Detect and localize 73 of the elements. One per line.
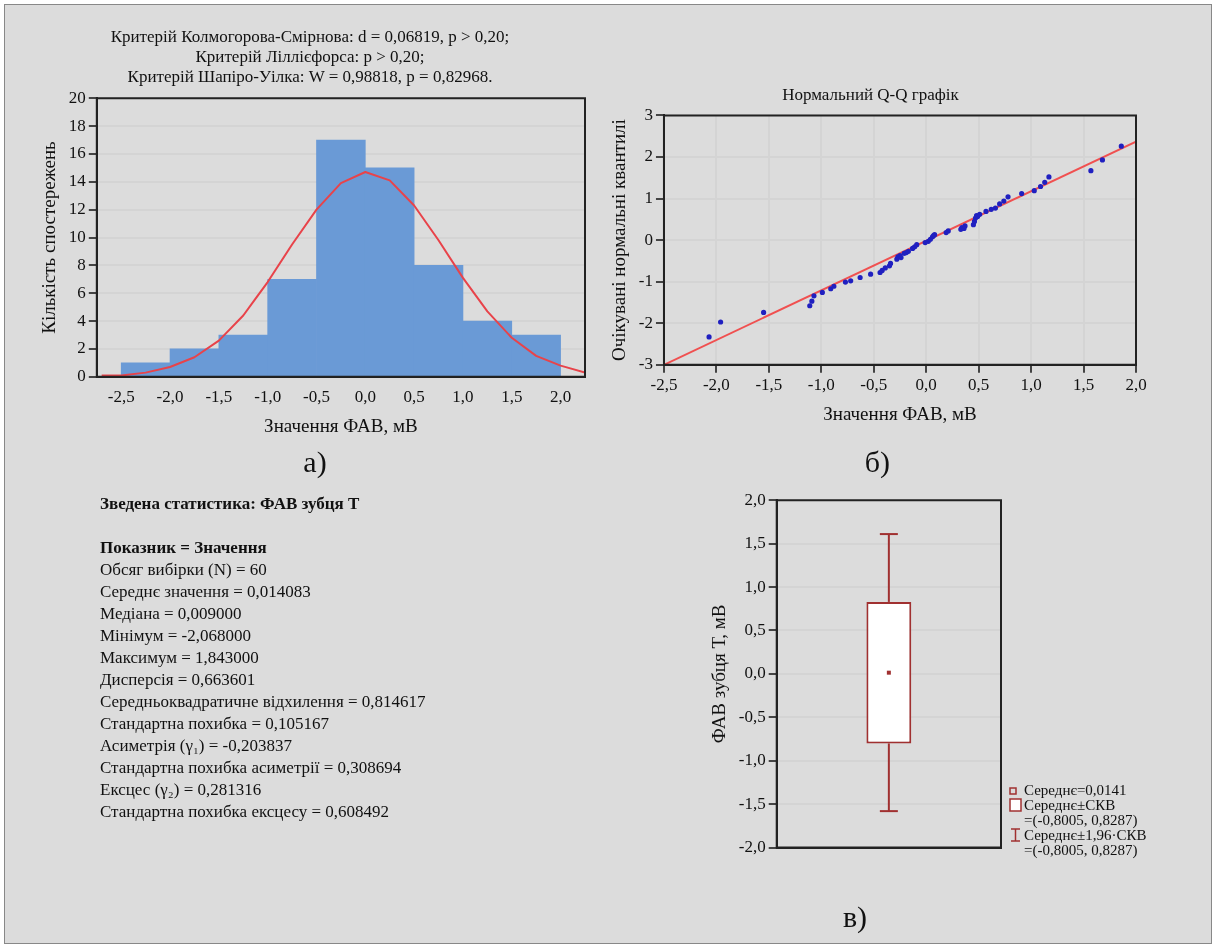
y-tick-label: 12: [68, 199, 86, 219]
y-tick-label: 18: [68, 115, 86, 135]
y-tick-label: 2,0: [744, 489, 766, 509]
x-tick-label: 2,0: [1125, 375, 1147, 395]
text: б): [863, 445, 892, 479]
y-tick-label: 16: [68, 143, 86, 163]
x-tick-label: -0,5: [860, 375, 888, 395]
y-tick-label: 10: [68, 226, 86, 246]
text: Максимум = 1,843000: [100, 647, 260, 669]
x-tick-label: -0,5: [303, 387, 330, 407]
x-tick-label: -1,0: [254, 387, 282, 407]
text: Обсяг вибірки (N) = 60: [100, 559, 268, 581]
x-axis-title: Значення ФАВ, мВ: [823, 402, 977, 424]
x-axis-title: Значення ФАВ, мВ: [264, 414, 418, 436]
y-tick-label: 2: [644, 146, 653, 166]
text: Стандартна похибка асиметрії = 0,308694: [100, 757, 403, 779]
y-tick-label: -3: [638, 354, 653, 374]
text: Дисперсія = 0,663601: [100, 669, 257, 691]
y-tick-label: 0: [644, 229, 653, 249]
y-tick-label: 8: [77, 254, 86, 274]
x-tick-label: 1,0: [1020, 375, 1042, 395]
text: Середнє±СКВ =(-0,8005, 0,8287): [1024, 797, 1138, 828]
x-tick-label: 0,5: [403, 387, 425, 407]
x-tick-label: 0,5: [968, 375, 990, 395]
y-axis-title: ФАВ зубця Т, мВ: [708, 604, 730, 744]
y-axis-title: Очікувані нормальні квантилі: [608, 119, 630, 362]
y-tick-label: 3: [644, 104, 653, 124]
text: Мінімум = -2,068000: [100, 625, 252, 647]
text: Ексцес (γ₂) = 0,281316: [100, 779, 263, 801]
text: Показник = Значення: [100, 537, 268, 559]
y-tick-label: 20: [68, 87, 86, 107]
y-tick-label: 6: [77, 282, 86, 302]
text: Середнє значення = 0,014083: [100, 581, 312, 603]
y-tick-label: -2: [638, 312, 653, 332]
y-axis-title: Кількість спостережень: [38, 140, 60, 334]
y-tick-label: -1: [638, 271, 653, 291]
y-tick-label: 1,5: [744, 533, 766, 553]
x-tick-label: -2,5: [650, 375, 678, 395]
x-tick-label: -2,0: [156, 387, 184, 407]
y-tick-label: 1: [644, 188, 653, 207]
y-tick-label: 4: [77, 310, 87, 330]
text: Медіана = 0,009000: [100, 603, 243, 625]
y-tick-label: -1,0: [738, 750, 766, 770]
x-tick-label: 0,0: [915, 375, 937, 395]
chart-title: Нормальний Q-Q графік: [782, 84, 960, 104]
x-tick-label: 1,0: [452, 387, 474, 407]
text: Середнє=0,0141: [1024, 782, 1127, 798]
text: Зведена статистика: ФАВ зубця Т: [100, 493, 361, 515]
x-tick-label: -2,0: [702, 375, 730, 395]
y-tick-label: 0: [77, 366, 86, 386]
text: в): [841, 900, 869, 934]
text: Середнє±1,96·СКВ =(-0,8005, 0,8287): [1024, 827, 1147, 858]
x-tick-label: -1,5: [205, 387, 233, 407]
text: а): [302, 445, 328, 479]
x-tick-label: -1,0: [807, 375, 835, 395]
text: Стандартна похибка ексцесу = 0,608492: [100, 801, 391, 823]
y-tick-label: 1,0: [744, 576, 766, 596]
x-tick-label: 2,0: [549, 387, 572, 407]
y-tick-label: -2,0: [738, 837, 766, 857]
text: Середньоквадратичне відхилення = 0,814617: [100, 691, 426, 713]
text: Стандартна похибка = 0,105167: [100, 713, 330, 735]
x-tick-label: -2,5: [107, 387, 135, 407]
y-tick-label: -0,5: [738, 706, 766, 726]
y-tick-label: 0,0: [744, 663, 766, 683]
y-tick-label: 2: [77, 338, 86, 358]
y-tick-label: 14: [68, 171, 87, 191]
y-tick-label: -1,5: [738, 793, 766, 813]
text: Асиметрія (γ₁) = -0,203837: [100, 735, 293, 757]
y-tick-label: 0,5: [744, 619, 766, 639]
x-tick-label: 1,5: [1072, 375, 1095, 395]
x-tick-label: 0,0: [354, 387, 376, 407]
x-tick-label: 1,5: [501, 387, 523, 407]
chart-title: Критерій Колмогорова-Смірнова: d = 0,06819, p > 0,20; Критерій Ліллієфорса: p > 0,20; Критерій Шапіро-Уілка: W = 0,98818, p = 0,82968.: [110, 26, 510, 87]
